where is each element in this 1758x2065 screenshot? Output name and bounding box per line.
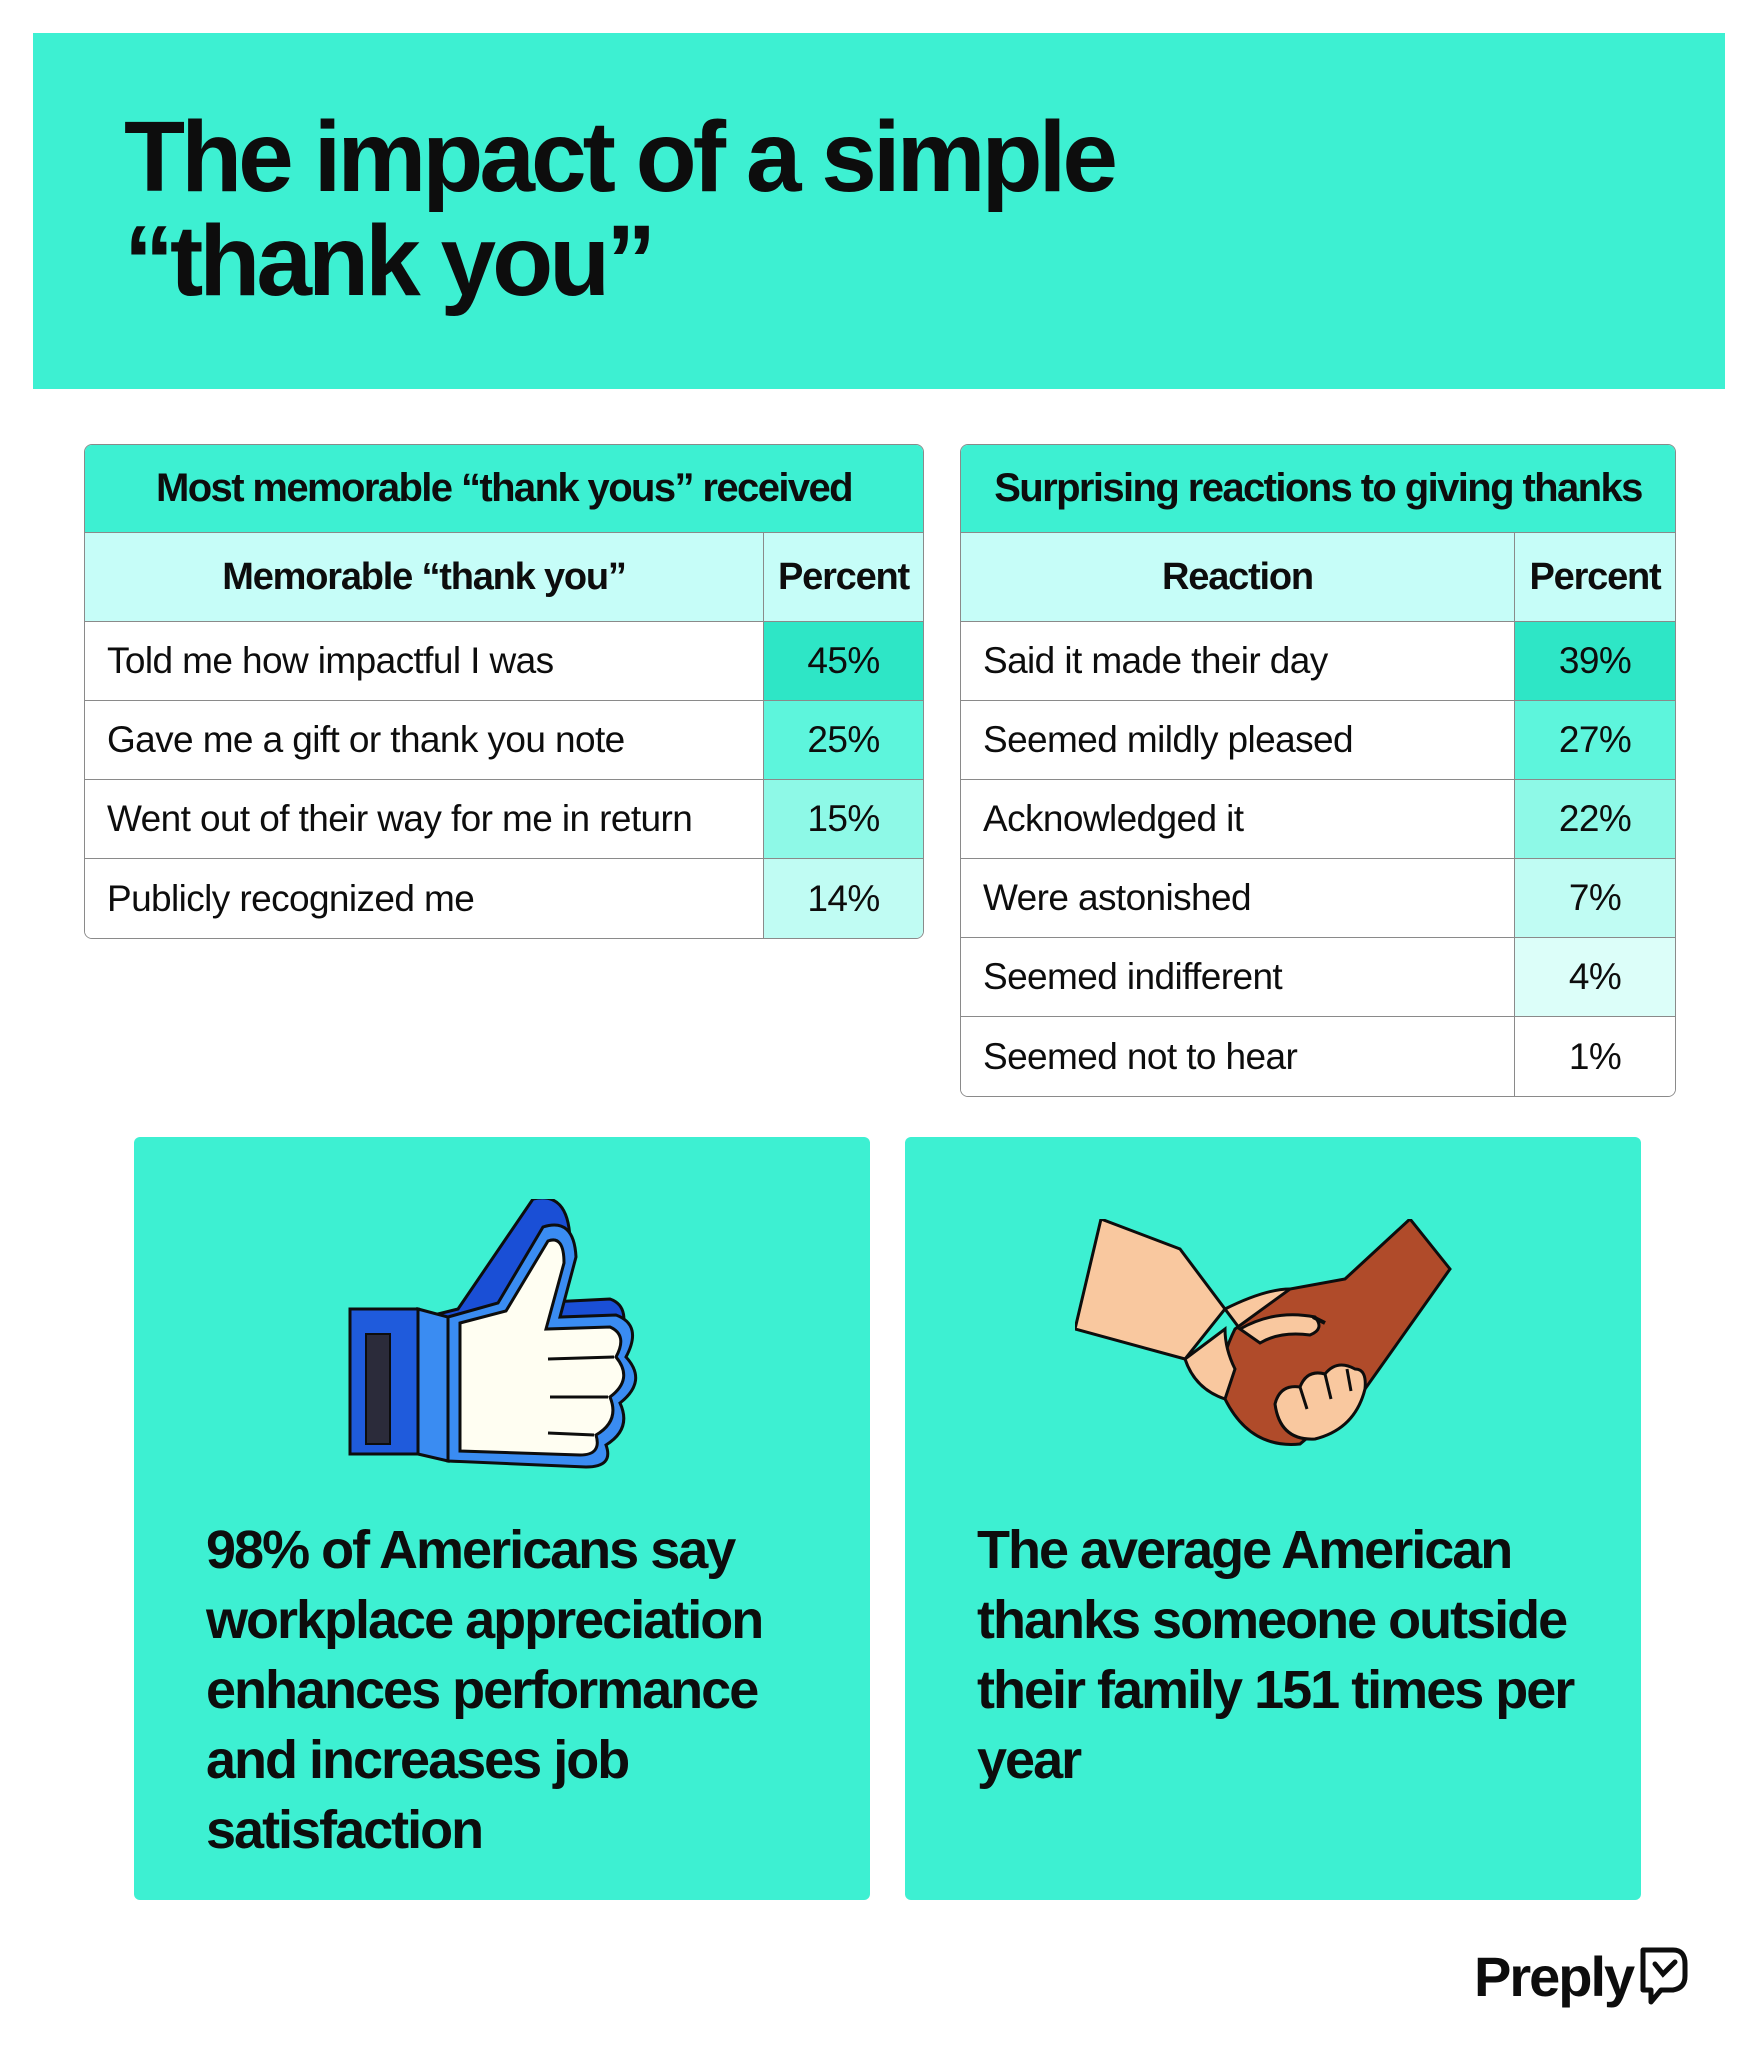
title-banner: The impact of a simple “thank you” [33,33,1725,389]
handshake-icon [1075,1219,1452,1446]
table-row: Were astonished 7% [961,859,1675,938]
thanks-frequency-card: The average American thanks someone outs… [905,1137,1641,1900]
row-percent: 15% [763,780,923,858]
row-label: Seemed not to hear [961,1017,1514,1096]
table-header-row: Memorable “thank you” Percent [85,533,923,622]
row-label: Went out of their way for me in return [85,780,763,858]
table-row: Publicly recognized me 14% [85,859,923,938]
row-percent: 1% [1514,1017,1675,1096]
table-row: Acknowledged it 22% [961,780,1675,859]
row-label: Seemed indifferent [961,938,1514,1016]
row-percent: 45% [763,622,923,700]
brand-name: Preply [1474,1944,1635,2008]
table-title: Most memorable “thank yous” received [85,445,923,533]
column-header-percent: Percent [1514,533,1675,621]
page-title: The impact of a simple “thank you” [124,101,1118,317]
row-percent: 14% [763,859,923,938]
column-header-percent: Percent [763,533,923,621]
appreciation-stat-card: 98% of Americans say workplace appreciat… [134,1137,870,1900]
column-header-label: Memorable “thank you” [222,555,627,598]
preply-logo-icon [1640,1947,1688,2005]
row-label: Gave me a gift or thank you note [85,701,763,779]
row-label: Acknowledged it [961,780,1514,858]
row-label: Told me how impactful I was [85,622,763,700]
reactions-to-thanks-table: Surprising reactions to giving thanks Re… [960,444,1676,1097]
row-percent: 22% [1514,780,1675,858]
row-percent: 7% [1514,859,1675,937]
thumbs-up-icon [348,1199,637,1469]
row-label: Publicly recognized me [85,859,763,938]
table-title: Surprising reactions to giving thanks [961,445,1675,533]
table-row: Seemed not to hear 1% [961,1017,1675,1096]
column-header-label: Reaction [1162,555,1314,598]
table-header-row: Reaction Percent [961,533,1675,622]
row-label: Said it made their day [961,622,1514,700]
row-label: Seemed mildly pleased [961,701,1514,779]
table-row: Said it made their day 39% [961,622,1675,701]
table-row: Went out of their way for me in return 1… [85,780,923,859]
appreciation-stat-text: 98% of Americans say workplace appreciat… [206,1520,764,1860]
row-percent: 39% [1514,622,1675,700]
preply-logo: Preply [1474,1940,1689,2012]
thanks-frequency-text: The average American thanks someone outs… [977,1520,1575,1790]
row-percent: 25% [763,701,923,779]
table-row: Gave me a gift or thank you note 25% [85,701,923,780]
table-row: Seemed indifferent 4% [961,938,1675,1017]
memorable-thank-yous-table: Most memorable “thank yous” received Mem… [84,444,924,939]
row-percent: 4% [1514,938,1675,1016]
row-percent: 27% [1514,701,1675,779]
table-row: Told me how impactful I was 45% [85,622,923,701]
table-row: Seemed mildly pleased 27% [961,701,1675,780]
row-label: Were astonished [961,859,1514,937]
